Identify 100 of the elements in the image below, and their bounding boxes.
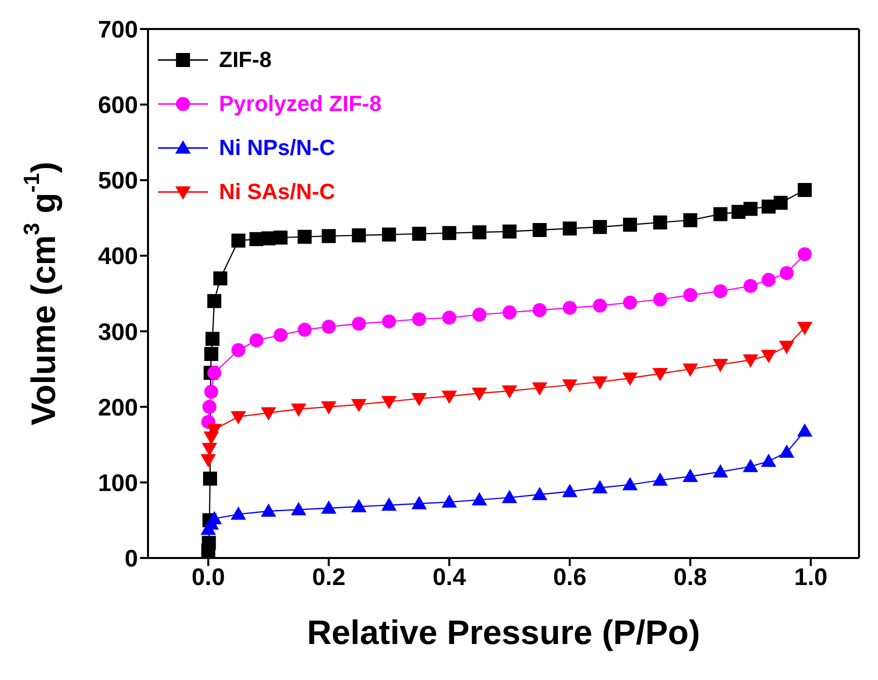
point — [778, 444, 794, 458]
point — [592, 298, 607, 313]
point — [532, 486, 548, 500]
y-tick-label: 100 — [98, 470, 138, 497]
x-tick-label: 0.2 — [312, 564, 346, 592]
point — [204, 346, 218, 361]
point — [249, 333, 264, 348]
x-axis-title: Relative Pressure (P/Po) — [306, 614, 700, 652]
point — [774, 196, 788, 210]
point — [502, 490, 518, 504]
point — [622, 476, 638, 490]
point — [203, 472, 218, 486]
point — [260, 407, 276, 421]
point — [442, 390, 457, 404]
point — [760, 350, 776, 364]
y-tick-label: 600 — [98, 92, 138, 120]
point — [207, 366, 222, 380]
x-tick-label: 0.0 — [192, 564, 225, 592]
point — [780, 266, 794, 280]
point — [744, 278, 758, 293]
point — [623, 296, 638, 310]
point — [683, 213, 698, 228]
point — [562, 300, 577, 315]
point — [472, 492, 488, 506]
point — [321, 500, 336, 514]
point — [322, 320, 336, 334]
point — [274, 230, 288, 245]
point — [202, 442, 218, 456]
point — [742, 458, 758, 472]
point — [382, 228, 396, 242]
point — [207, 294, 222, 308]
point — [472, 308, 486, 322]
point — [562, 484, 578, 498]
point — [683, 288, 698, 302]
point — [682, 363, 698, 377]
point — [653, 292, 668, 307]
point — [592, 220, 607, 234]
point — [213, 271, 228, 286]
point — [382, 314, 396, 328]
point — [762, 272, 776, 287]
point — [798, 247, 812, 262]
point — [352, 228, 366, 242]
point — [205, 332, 220, 346]
legend-label: Ni SAs/N-C — [216, 179, 338, 205]
point — [592, 376, 608, 390]
x-tick-label: 0.6 — [553, 564, 586, 592]
point — [713, 207, 728, 222]
point — [411, 496, 427, 510]
point — [206, 511, 222, 524]
point — [381, 497, 397, 511]
y-tick-label: 700 — [98, 16, 138, 44]
point — [442, 310, 456, 325]
point — [472, 225, 486, 240]
legend-label: Pyrolyzed ZIF-8 — [216, 91, 385, 117]
point — [231, 234, 246, 248]
point — [472, 388, 488, 401]
point — [274, 328, 288, 342]
point — [778, 340, 794, 354]
point — [652, 472, 668, 486]
point — [502, 224, 517, 239]
y-tick-label: 500 — [98, 168, 138, 195]
point — [562, 379, 578, 393]
x-tick-label: 1.0 — [794, 564, 828, 592]
point — [204, 384, 218, 399]
point — [562, 222, 577, 236]
point — [682, 468, 698, 482]
point — [502, 385, 518, 399]
y-tick-label: 400 — [98, 243, 138, 270]
point — [321, 401, 336, 415]
point — [412, 312, 426, 326]
point — [712, 358, 728, 372]
point — [442, 226, 456, 240]
y-tick-label: 300 — [98, 318, 138, 346]
x-tick-label: 0.8 — [674, 564, 707, 592]
y-tick-label: 200 — [98, 394, 138, 422]
point — [230, 411, 246, 424]
point — [532, 382, 548, 396]
point — [260, 503, 276, 517]
point — [653, 215, 668, 230]
point — [322, 229, 336, 244]
point — [798, 182, 812, 197]
point — [351, 398, 367, 412]
point — [742, 354, 758, 368]
legend-label: ZIF-8 — [216, 47, 275, 73]
legend-label: Ni NPs/N-C — [216, 135, 338, 161]
point — [623, 218, 638, 232]
point — [200, 454, 216, 468]
point — [532, 303, 547, 318]
point — [797, 322, 812, 336]
point — [202, 400, 216, 414]
point — [298, 322, 312, 337]
point — [381, 396, 397, 410]
point — [298, 230, 312, 244]
point — [592, 480, 608, 494]
point — [797, 423, 812, 437]
point — [622, 372, 638, 386]
x-tick-label: 0.4 — [432, 564, 467, 592]
point — [713, 284, 728, 298]
point — [744, 202, 758, 216]
point — [442, 494, 457, 508]
